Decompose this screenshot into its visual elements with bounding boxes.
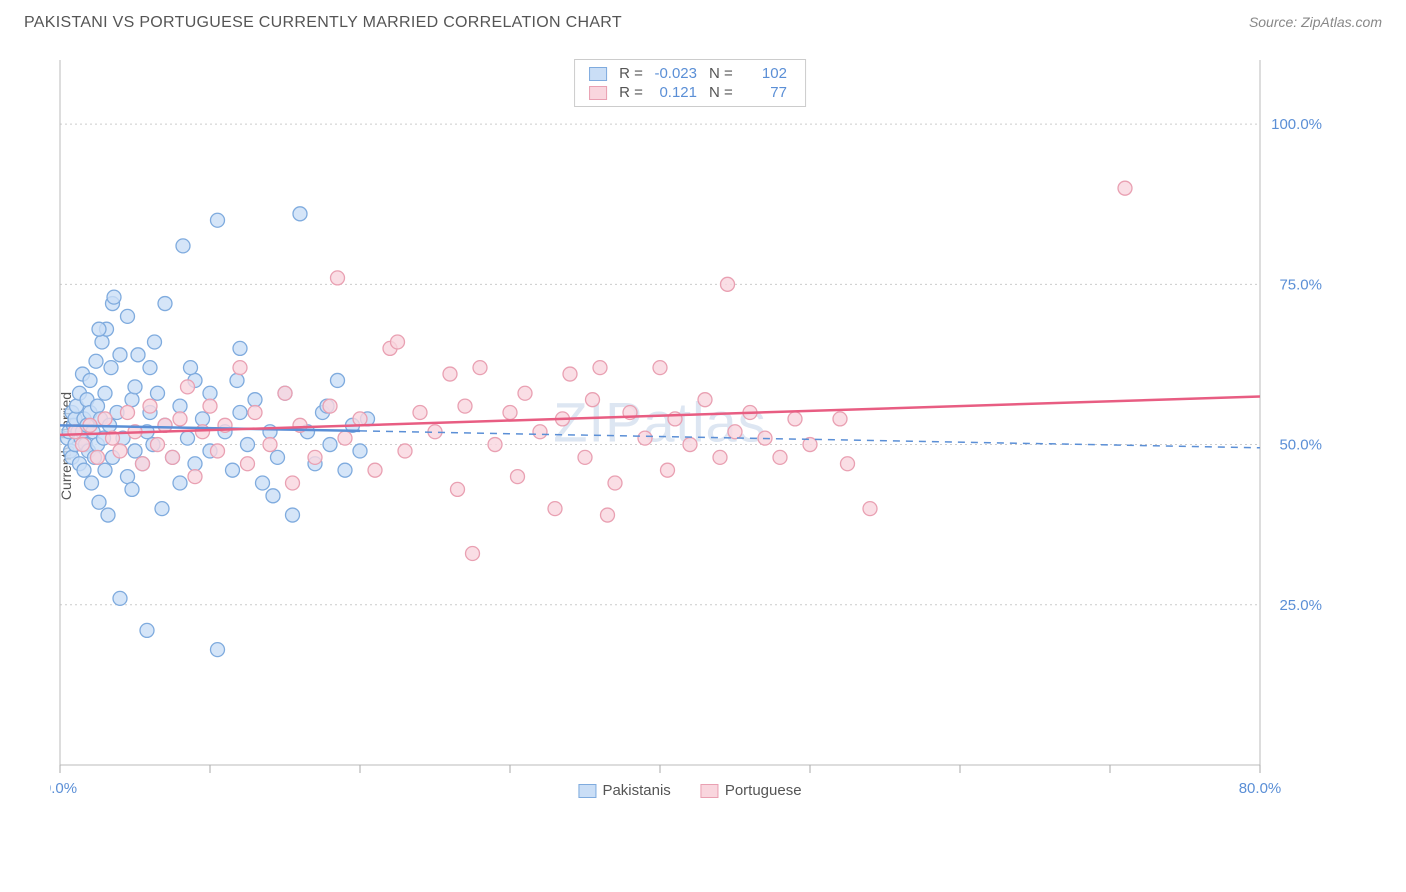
r-label: R = bbox=[619, 65, 643, 82]
legend-row-portuguese: R = 0.121 N = 77 bbox=[583, 83, 793, 102]
svg-text:80.0%: 80.0% bbox=[1239, 780, 1282, 797]
legend-row-pakistanis: R = -0.023 N = 102 bbox=[583, 64, 793, 83]
svg-text:100.0%: 100.0% bbox=[1271, 116, 1322, 133]
legend-item-portuguese: Portuguese bbox=[701, 782, 802, 799]
chart-plot: R = -0.023 N = 102 R = 0.121 N = 77 25.0… bbox=[50, 55, 1330, 805]
svg-text:50.0%: 50.0% bbox=[1279, 437, 1322, 454]
n-label: N = bbox=[709, 65, 733, 82]
svg-text:75.0%: 75.0% bbox=[1279, 276, 1322, 293]
svg-text:25.0%: 25.0% bbox=[1279, 597, 1322, 614]
legend-label-pakistanis: Pakistanis bbox=[602, 782, 670, 799]
r-value-pakistanis: -0.023 bbox=[647, 65, 697, 82]
r-label: R = bbox=[619, 84, 643, 101]
swatch-portuguese-icon bbox=[701, 784, 719, 798]
chart-header: PAKISTANI VS PORTUGUESE CURRENTLY MARRIE… bbox=[0, 0, 1406, 40]
swatch-pakistanis-icon bbox=[589, 67, 607, 81]
chart-title: PAKISTANI VS PORTUGUESE CURRENTLY MARRIE… bbox=[24, 14, 622, 32]
n-label: N = bbox=[709, 84, 733, 101]
svg-text:0.0%: 0.0% bbox=[50, 780, 77, 797]
r-value-portuguese: 0.121 bbox=[647, 84, 697, 101]
swatch-portuguese-icon bbox=[589, 86, 607, 100]
n-value-portuguese: 77 bbox=[737, 84, 787, 101]
swatch-pakistanis-icon bbox=[578, 784, 596, 798]
legend-correlation: R = -0.023 N = 102 R = 0.121 N = 77 bbox=[574, 59, 806, 107]
chart-svg: 25.0%50.0%75.0%100.0%0.0%80.0%ZIPatlas bbox=[50, 55, 1330, 805]
n-value-pakistanis: 102 bbox=[737, 65, 787, 82]
legend-item-pakistanis: Pakistanis bbox=[578, 782, 670, 799]
legend-series: Pakistanis Portuguese bbox=[578, 782, 801, 799]
legend-label-portuguese: Portuguese bbox=[725, 782, 802, 799]
chart-source: Source: ZipAtlas.com bbox=[1249, 14, 1382, 30]
